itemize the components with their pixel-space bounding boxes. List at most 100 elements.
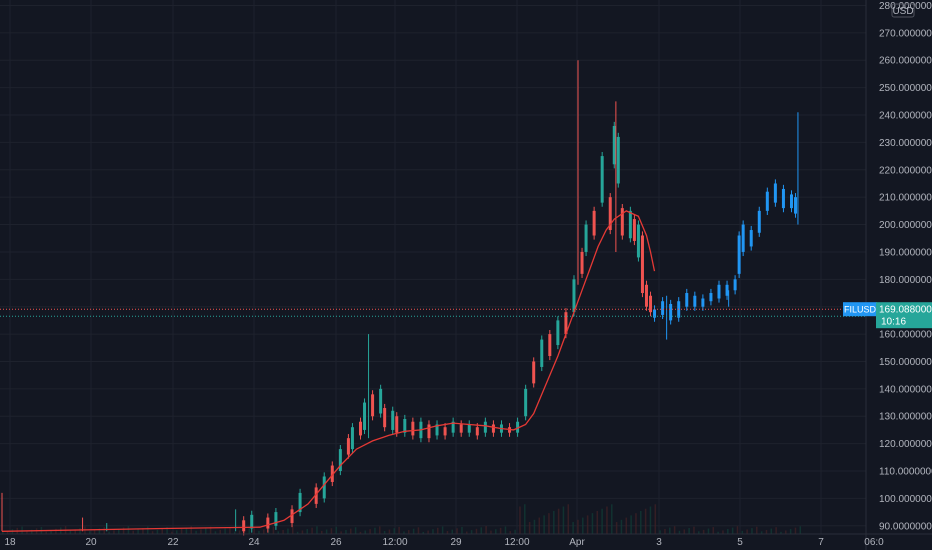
volume-bar xyxy=(180,528,183,534)
volume-bar xyxy=(635,513,637,534)
volume-bar xyxy=(504,526,507,534)
volume-bar xyxy=(756,526,758,534)
volume-bar xyxy=(243,529,246,534)
volume-bar xyxy=(582,517,584,534)
volume-bar xyxy=(6,530,9,534)
volume-bar xyxy=(224,528,226,534)
volume-bar xyxy=(432,529,434,534)
volume-bar xyxy=(475,528,478,534)
y-tick-label: 120.00000000 xyxy=(879,439,932,450)
y-tick-label: 230.00000000 xyxy=(879,138,932,149)
volume-bar xyxy=(103,527,106,534)
candle-up xyxy=(572,279,576,313)
volume-bar xyxy=(422,531,425,534)
volume-bar xyxy=(229,527,231,534)
volume-bar xyxy=(412,528,415,534)
candle-down xyxy=(592,210,596,236)
volume-bar xyxy=(615,522,618,534)
volume-bar xyxy=(688,528,690,534)
volume-bar xyxy=(509,531,512,534)
y-tick-label: 280.00000000 xyxy=(879,1,932,12)
volume-bar xyxy=(461,526,463,534)
volume-bar xyxy=(775,527,777,534)
ma-line xyxy=(1,210,656,532)
candle-up xyxy=(250,514,254,529)
candle-live xyxy=(794,197,798,214)
volume-bar xyxy=(630,515,632,534)
candle-live xyxy=(765,191,769,211)
volume-bar xyxy=(340,531,342,534)
volume-bar xyxy=(287,528,289,534)
candle-up xyxy=(584,224,588,252)
candle-live xyxy=(717,284,721,299)
volume-bar xyxy=(611,504,613,534)
currency-badge-frame xyxy=(891,3,915,18)
candle-down xyxy=(532,361,536,384)
volume-bar xyxy=(398,526,400,534)
volume-bar xyxy=(127,526,130,534)
volume-bar xyxy=(770,528,773,534)
volume-bar xyxy=(683,529,686,534)
volume-bar xyxy=(596,510,599,534)
volume-bar xyxy=(31,529,33,534)
volume-bar xyxy=(354,527,357,534)
volume-bar xyxy=(519,506,521,534)
candle-up xyxy=(274,512,278,526)
candle-up xyxy=(467,424,471,433)
candle-down xyxy=(548,334,552,356)
volume-bar xyxy=(707,528,710,534)
y-tick-label: 180.00000000 xyxy=(879,275,932,286)
volume-bar xyxy=(625,517,628,534)
volume-bar xyxy=(799,526,802,534)
y-tick-label: 160.00000000 xyxy=(879,330,932,341)
volume-bar xyxy=(142,527,144,534)
volume-bar xyxy=(669,527,671,534)
volume-bar xyxy=(89,531,91,534)
volume-bar xyxy=(132,530,135,534)
volume-bar xyxy=(214,531,217,534)
volume-bar xyxy=(441,526,444,534)
candle-down xyxy=(266,517,270,529)
x-tick-label: Apr xyxy=(569,537,585,548)
candle-down xyxy=(640,235,644,294)
volume-bar xyxy=(161,528,164,534)
candle-up xyxy=(379,388,383,414)
candle-live xyxy=(661,301,665,315)
volume-bar xyxy=(606,506,608,534)
candle-up xyxy=(350,427,354,450)
y-tick-label: 210.00000000 xyxy=(879,193,932,204)
volume-bar xyxy=(55,528,57,534)
y-tick-label: 130.00000000 xyxy=(879,412,932,423)
volume-bar xyxy=(190,526,193,534)
x-tick-label: 22 xyxy=(167,537,179,548)
x-tick-label: 12:00 xyxy=(382,537,407,548)
volume-bar xyxy=(659,530,661,534)
x-tick-label: 06:0 xyxy=(864,537,884,548)
volume-bar xyxy=(456,528,458,534)
y-tick-label: 240.00000000 xyxy=(879,111,932,122)
volume-bar xyxy=(45,531,48,534)
candle-down xyxy=(443,427,447,436)
candle-live xyxy=(701,298,705,307)
candle-down xyxy=(371,394,375,417)
volume-bar xyxy=(383,530,386,534)
candle-down xyxy=(475,427,479,436)
volume-bar xyxy=(548,513,550,534)
candle-live xyxy=(693,295,697,307)
volume-bar xyxy=(69,530,72,534)
y-tick-label: 110.00000000 xyxy=(879,467,932,478)
grid xyxy=(0,0,866,534)
volume-bar xyxy=(495,529,497,534)
candle-down xyxy=(580,251,584,274)
price-badge-bg xyxy=(876,302,932,329)
volume-bar xyxy=(108,531,110,534)
x-tick-label: 24 xyxy=(248,537,260,548)
volume-bar xyxy=(248,527,251,534)
volume-bar xyxy=(350,528,352,534)
volume-bar xyxy=(321,530,323,534)
volume-bar xyxy=(79,527,81,534)
candle-up xyxy=(600,156,604,203)
volume-bar xyxy=(693,526,695,534)
